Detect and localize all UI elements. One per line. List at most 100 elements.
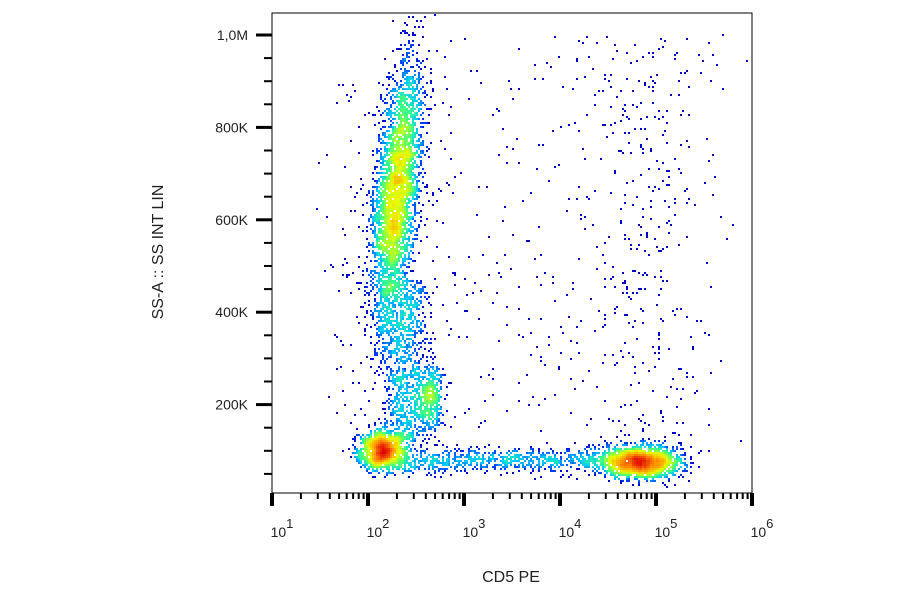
event-dot [368,244,370,246]
event-dot [408,258,410,260]
event-dot [392,332,394,334]
event-dot [374,354,376,356]
event-dot [402,106,404,108]
event-dot [406,296,408,298]
event-dot [440,382,442,384]
event-dot [420,330,422,332]
event-dot [432,408,434,410]
event-dot [406,52,408,54]
event-dot [386,466,388,468]
event-dot [362,440,364,442]
event-dot [480,422,482,424]
event-dot [502,460,504,462]
event-dot [376,242,378,244]
event-dot [394,64,396,66]
event-dot [644,84,646,86]
event-dot [428,370,430,372]
event-dot [388,264,390,266]
event-dot [418,292,420,294]
event-dot [372,202,374,204]
event-dot [362,306,364,308]
event-dot [442,304,444,306]
event-dot [390,232,392,234]
event-dot [406,326,408,328]
event-dot [406,88,408,90]
event-dot [418,154,420,156]
event-dot [410,244,412,246]
event-dot [404,248,406,250]
event-dot [504,466,506,468]
event-dot [370,314,372,316]
event-dot [686,316,688,318]
event-dot [400,148,402,150]
event-dot [410,308,412,310]
event-dot [584,76,586,78]
event-dot [574,462,576,464]
event-dot [372,194,374,196]
event-dot [688,114,690,116]
event-dot [372,242,374,244]
event-dot [488,462,490,464]
event-dot [412,178,414,180]
event-dot [394,152,396,154]
event-dot [608,458,610,460]
event-dot [392,148,394,150]
event-dot [404,352,406,354]
event-dot [558,460,560,462]
event-dot [668,472,670,474]
event-dot [378,264,380,266]
event-dot [362,454,364,456]
event-dot [390,134,392,136]
event-dot [622,468,624,470]
event-dot [652,462,654,464]
event-dot [394,266,396,268]
event-dot [378,304,380,306]
event-dot [474,460,476,462]
event-dot [414,350,416,352]
event-dot [418,374,420,376]
event-dot [388,466,390,468]
event-dot [396,414,398,416]
event-dot [368,452,370,454]
event-dot [414,378,416,380]
event-dot [402,272,404,274]
event-dot [390,190,392,192]
event-dot [682,462,684,464]
event-dot [604,456,606,458]
event-dot [416,454,418,456]
event-dot [408,228,410,230]
event-dot [384,178,386,180]
event-dot [662,466,664,468]
event-dot [402,298,404,300]
event-dot [542,454,544,456]
event-dot [420,444,422,446]
event-dot [402,204,404,206]
event-dot [392,424,394,426]
event-dot [398,212,400,214]
event-dot [366,468,368,470]
event-dot [400,404,402,406]
event-dot [412,134,414,136]
event-dot [608,448,610,450]
event-dot [384,428,386,430]
event-dot [366,458,368,460]
event-dot [394,168,396,170]
event-dot [352,438,354,440]
event-dot [384,462,386,464]
event-dot [374,304,376,306]
event-dot [668,220,670,222]
event-dot [434,356,436,358]
event-dot [432,372,434,374]
event-dot [618,448,620,450]
event-dot [434,436,436,438]
event-dot [398,410,400,412]
event-dot [408,424,410,426]
event-dot [398,144,400,146]
event-dot [476,214,478,216]
event-dot [396,330,398,332]
event-dot [420,114,422,116]
event-dot [408,42,410,44]
event-dot [698,466,700,468]
event-dot [388,202,390,204]
event-dot [676,308,678,310]
